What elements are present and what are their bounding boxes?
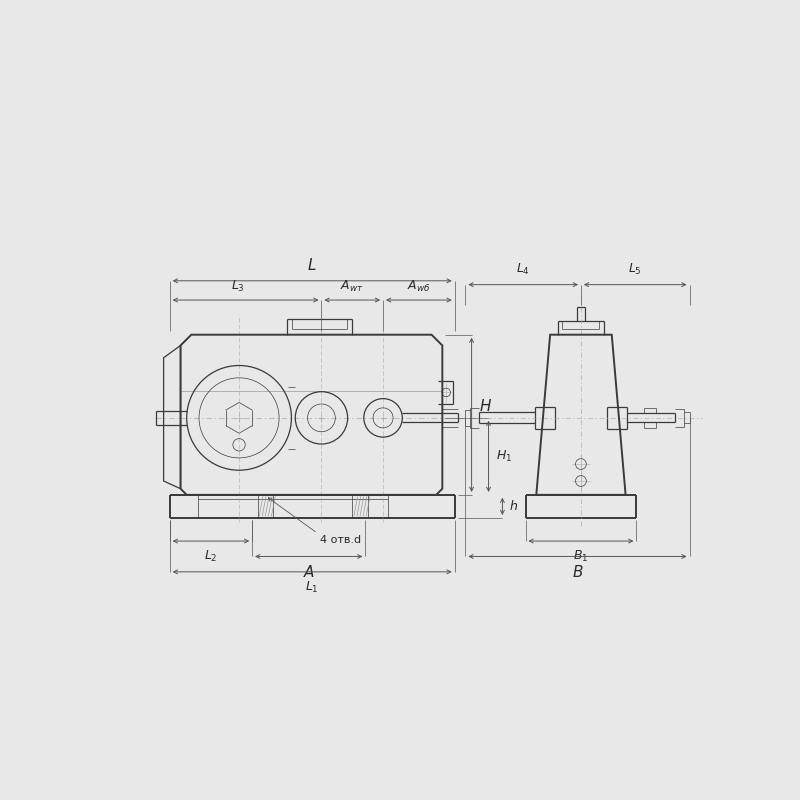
Text: $H$: $H$ bbox=[479, 398, 492, 414]
Text: $L_1$: $L_1$ bbox=[306, 579, 319, 594]
Text: $L$: $L$ bbox=[307, 257, 317, 273]
Text: $h$: $h$ bbox=[509, 499, 518, 514]
Text: $A_{wб}$: $A_{wб}$ bbox=[407, 278, 430, 294]
Text: $A$: $A$ bbox=[302, 564, 315, 580]
Text: $A_{wт}$: $A_{wт}$ bbox=[341, 278, 364, 294]
Text: $L_4$: $L_4$ bbox=[516, 262, 530, 277]
Text: $L_3$: $L_3$ bbox=[231, 278, 245, 294]
Text: $H_1$: $H_1$ bbox=[496, 449, 512, 464]
Text: $L_5$: $L_5$ bbox=[628, 262, 642, 277]
Text: $B$: $B$ bbox=[572, 564, 583, 580]
Text: $B_1$: $B_1$ bbox=[574, 549, 589, 564]
Text: $L_2$: $L_2$ bbox=[204, 549, 218, 564]
Text: 4 отв.d: 4 отв.d bbox=[320, 535, 362, 545]
